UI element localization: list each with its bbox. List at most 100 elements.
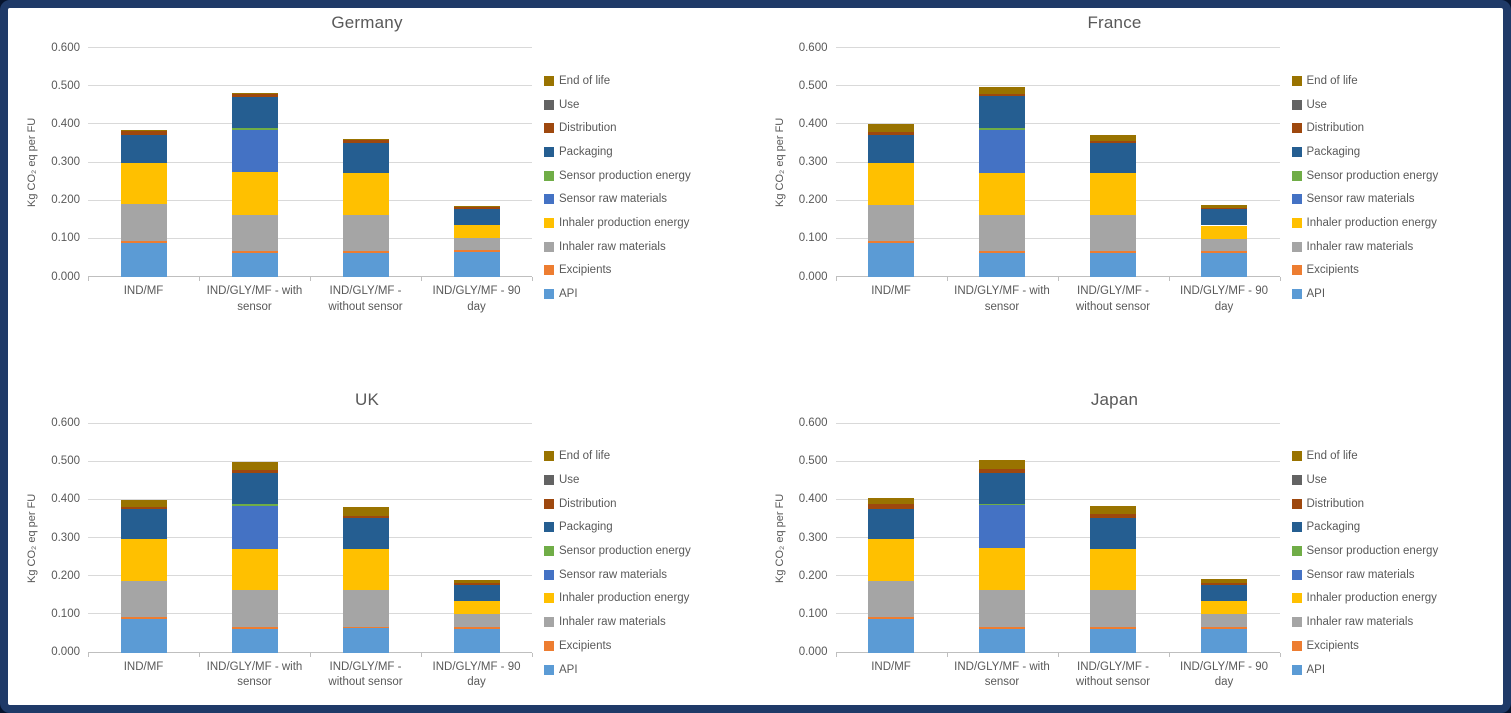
legend-item-api: API [544, 282, 749, 306]
bar-segment-inhaler-raw-materials [1201, 238, 1247, 252]
x-axis-tick [1279, 277, 1281, 281]
legend-label: End of life [559, 450, 611, 463]
bar-segment-end-of-life [453, 205, 500, 207]
bar-segment-inhaler-raw-materials [120, 580, 167, 618]
bar-segment-distribution [453, 583, 500, 585]
bar-segment-excipients [453, 250, 500, 253]
bar-segment-api [1090, 628, 1136, 653]
bar-segment-api [231, 628, 278, 653]
x-category-label: IND/GLY/MF - with sensor [199, 660, 310, 691]
x-category-label: IND/GLY/MF - with sensor [199, 284, 310, 315]
chart-panel-japan: Japan Kg CO₂ eq per FU 0.000 0.100 0.200 0.30… [756, 357, 1504, 706]
bar-segment-distribution [868, 131, 914, 135]
bar-segment-excipients [342, 626, 389, 629]
legend-label: Inhaler production energy [559, 592, 690, 605]
gridline [88, 498, 532, 500]
legend-item-inhaler-production-energy: Inhaler production energy [544, 211, 749, 235]
legend-item-distribution: Distribution [544, 116, 749, 140]
chart-title: Germany [331, 13, 403, 32]
bar-segment-inhaler-raw-materials [231, 214, 278, 251]
x-axis-tick [88, 652, 89, 657]
x-category-label: IND/GLY/MF - without sensor [310, 660, 421, 691]
bar-segment-end-of-life [342, 139, 389, 140]
y-tick-label: 0.000 [51, 646, 80, 658]
plot-area: 0.000 0.100 0.200 0.300 0.400 0.500 0.600 IND/M… [799, 42, 1281, 313]
legend-item-inhaler-raw-materials: Inhaler raw materials [544, 610, 749, 634]
x-category-label-line: without sensor [328, 300, 403, 313]
bar-segment-packaging [342, 143, 389, 173]
bar-segment-end-of-life [1090, 505, 1136, 514]
bar-segment-api [868, 618, 914, 653]
legend-label: Use [559, 98, 580, 111]
bar-ind-mf [868, 424, 914, 653]
legend-item-end-of-life: End of life [544, 445, 749, 469]
legend-label: Packaging [559, 521, 613, 534]
legend-swatch-inhaler-production-energy [1291, 217, 1302, 228]
bar-segment-distribution [453, 206, 500, 210]
bar-segment-inhaler-production-energy [453, 225, 500, 239]
x-category-label-line: sensor [237, 676, 272, 689]
bar-segment-end-of-life [453, 580, 500, 584]
x-category-label-line: sensor [237, 300, 272, 313]
bar-segment-distribution [120, 507, 167, 510]
bar-segment-packaging [1201, 584, 1247, 601]
legend-label: Sensor production energy [1306, 545, 1439, 558]
bar-ind-gly-mf-90-day [453, 424, 500, 653]
x-category-label-line: without sensor [1075, 676, 1151, 689]
legend-swatch-end-of-life [1291, 451, 1302, 462]
bar-segment-end-of-life [868, 124, 914, 132]
legend-label: Inhaler raw materials [1306, 240, 1414, 253]
x-axis-line [835, 276, 1280, 277]
bar-segment-excipients [453, 626, 500, 629]
y-tick-label: 0.600 [51, 417, 80, 429]
legend-item-use: Use [1291, 468, 1444, 492]
bar-segment-inhaler-production-energy [342, 548, 389, 591]
legend-swatch-sensor-raw-materials [544, 569, 554, 580]
y-tick-label: 0.400 [51, 117, 80, 130]
x-category-label: IND/MF [88, 660, 199, 676]
x-axis-tick [1057, 652, 1059, 657]
x-category-label-line: IND/GLY/MF - [329, 660, 402, 673]
x-axis-tick [835, 277, 837, 281]
y-tick-label: 0.600 [51, 41, 80, 54]
legend-item-use: Use [1291, 93, 1444, 117]
y-tick-label: 0.100 [51, 607, 80, 620]
legend-swatch-inhaler-raw-materials [544, 241, 554, 252]
x-axis-line [88, 276, 532, 277]
legend-swatch-distribution [1291, 498, 1302, 509]
legend-label: Sensor production energy [559, 169, 691, 182]
legend-label: Packaging [1306, 145, 1361, 158]
gridline [835, 422, 1280, 424]
gridline [88, 613, 532, 615]
legend-swatch-distribution [544, 123, 554, 134]
legend-item-end-of-life: End of life [1291, 69, 1444, 93]
x-axis-tick [835, 652, 837, 657]
x-category-label-line: IND/GLY/MF - [1077, 285, 1149, 297]
bar-segment-packaging [120, 134, 167, 163]
bar-segment-inhaler-raw-materials [979, 214, 1025, 252]
x-axis-tick [421, 277, 422, 281]
x-axis-tick [946, 652, 948, 657]
bar-segment-sensor-production-energy [979, 503, 1025, 505]
bar-segment-distribution [979, 94, 1025, 97]
bar-ind-gly-mf-without-sensor [342, 48, 389, 277]
y-tick-label: 0.400 [798, 493, 828, 506]
legend-swatch-excipients [1291, 265, 1302, 276]
bar-segment-api [342, 252, 389, 277]
y-tick-label: 0.300 [51, 531, 80, 544]
legend-label: Inhaler production energy [1306, 592, 1437, 605]
legend-swatch-excipients [1291, 640, 1302, 651]
plot-area: 0.000 0.100 0.200 0.300 0.400 0.500 0.600 IND/M… [51, 417, 533, 688]
legend-label: Sensor raw materials [559, 568, 668, 581]
bar-segment-inhaler-production-energy [1201, 601, 1247, 615]
x-category-label-line: IND/MF [123, 660, 164, 673]
bar-segment-distribution [1090, 513, 1136, 519]
chart-title: France [1087, 13, 1142, 32]
x-category-label-line: IND/GLY/MF - with [206, 285, 303, 297]
legend-label: API [1306, 663, 1326, 676]
bar-segment-distribution [979, 468, 1025, 474]
bar-ind-gly-mf-without-sensor [1090, 424, 1136, 653]
x-category-label-line: IND/GLY/MF - [1077, 660, 1149, 673]
legend-item-api: API [1291, 282, 1444, 306]
legend-item-api: API [1291, 658, 1444, 682]
